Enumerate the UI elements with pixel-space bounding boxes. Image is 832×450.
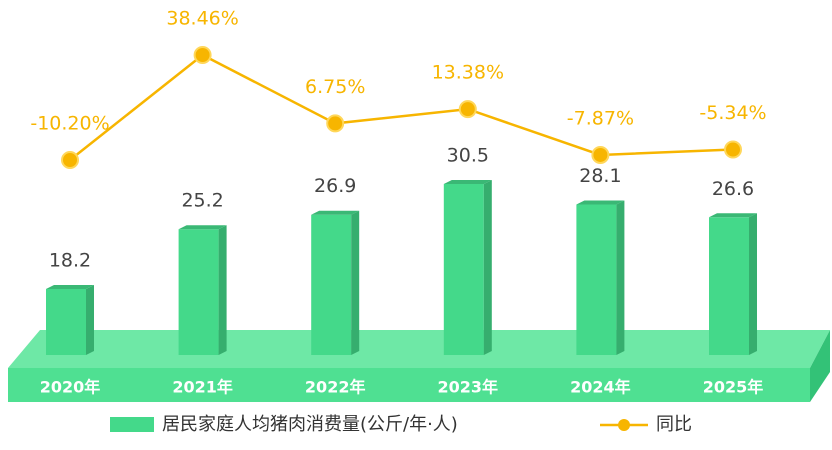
line-value-label: 6.75% (305, 76, 365, 98)
bar-top (443, 180, 492, 184)
bar (46, 285, 94, 355)
bar-side (351, 210, 360, 355)
bar-front (46, 289, 86, 355)
line-point (326, 114, 345, 133)
bar-value-label: 26.6 (712, 178, 754, 200)
line-value-label: -7.87% (567, 107, 634, 129)
bar-top (311, 210, 360, 215)
bar-value-label: 25.2 (181, 190, 223, 212)
bar-value-label: 28.1 (579, 165, 621, 187)
x-tick-label: 2021年 (172, 378, 233, 397)
bar-front (576, 204, 617, 355)
bar-side (218, 225, 227, 355)
line-value-label: 38.46% (166, 8, 238, 30)
bar-side (749, 213, 757, 355)
line-point (458, 100, 477, 119)
bar (576, 200, 625, 355)
bar-top (46, 285, 94, 289)
bar-side (616, 200, 625, 355)
line-value-label: -10.20% (30, 113, 109, 135)
bar-top (576, 200, 625, 205)
x-tick-label: 2023年 (438, 378, 499, 397)
bar-value-label: 30.5 (447, 145, 489, 167)
bar-front (311, 214, 352, 355)
line-value-label: -5.34% (699, 102, 766, 124)
x-tick-label: 2020年 (40, 378, 101, 397)
platform-top (8, 330, 830, 368)
legend-label: 同比 (656, 414, 692, 435)
line-point (61, 151, 79, 169)
bar-value-label: 26.9 (314, 175, 356, 197)
line-point (591, 145, 610, 164)
line-point (724, 140, 742, 159)
line (69, 53, 734, 161)
bar-top (709, 213, 757, 218)
legend-label: 居民家庭人均猪肉消费量(公斤/年·人) (162, 414, 458, 435)
legend-swatch (110, 417, 154, 432)
bar (709, 213, 757, 355)
bar-side (86, 285, 94, 355)
bar-front (178, 229, 219, 355)
platform-front (8, 368, 810, 402)
line-value-label: 13.38% (432, 62, 504, 84)
bar (178, 225, 227, 355)
bar-side (483, 180, 492, 355)
bar-front (709, 217, 749, 355)
bar (311, 210, 360, 355)
platform-side (810, 330, 830, 402)
bar-top (178, 225, 227, 230)
line-point (193, 46, 212, 64)
legend-dot (618, 419, 630, 431)
bar-value-label: 18.2 (49, 250, 91, 272)
bar (443, 180, 492, 355)
x-tick-label: 2022年 (305, 378, 366, 397)
x-tick-label: 2025年 (703, 378, 764, 397)
bar-front (443, 184, 484, 355)
x-tick-label: 2024年 (570, 378, 631, 397)
